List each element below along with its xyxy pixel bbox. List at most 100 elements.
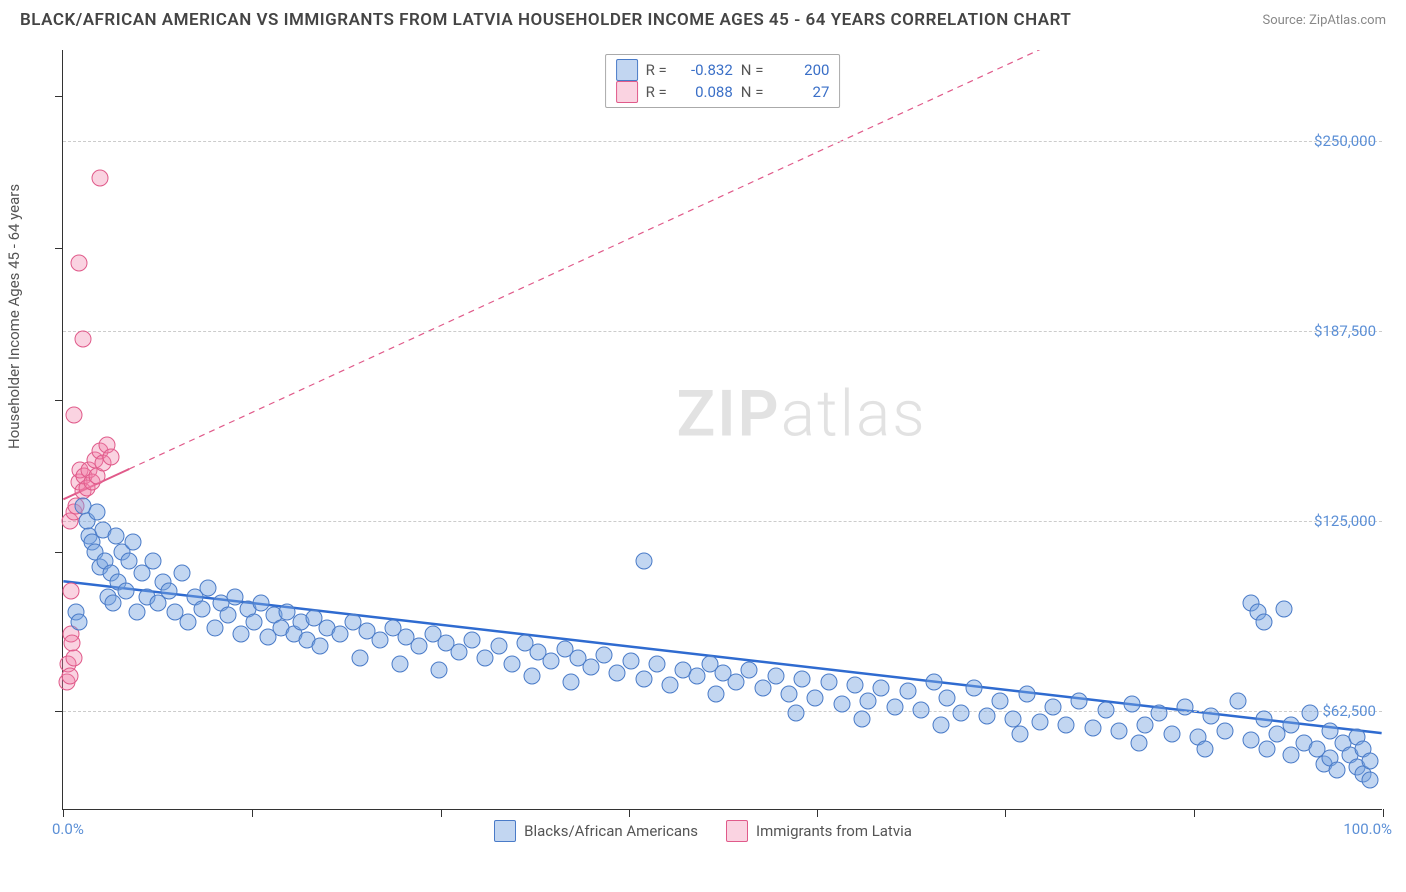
- data-point-blue: [886, 698, 903, 715]
- data-point-blue: [754, 680, 771, 697]
- data-point-blue: [899, 683, 916, 700]
- y-tick: [55, 96, 63, 97]
- data-point-blue: [853, 710, 870, 727]
- data-point-blue: [833, 695, 850, 712]
- n-label: N =: [741, 83, 764, 101]
- swatch-blue: [616, 59, 638, 81]
- gridline: [63, 331, 1382, 332]
- scatter-chart: R = -0.832 N = 200 R = 0.088 N = 27 ZIPa…: [62, 50, 1382, 810]
- data-point-blue: [118, 583, 135, 600]
- y-tick: [55, 711, 63, 712]
- x-tick: [441, 809, 442, 817]
- data-point-pink: [62, 583, 79, 600]
- n-value-pink: 27: [771, 83, 829, 101]
- data-point-blue: [431, 662, 448, 679]
- y-tick: [55, 552, 63, 553]
- data-point-blue: [477, 650, 494, 667]
- data-point-blue: [992, 692, 1009, 709]
- data-point-blue: [1018, 686, 1035, 703]
- data-point-blue: [583, 659, 600, 676]
- data-point-blue: [1124, 695, 1141, 712]
- x-tick: [63, 809, 64, 817]
- data-point-blue: [847, 677, 864, 694]
- x-tick: [1194, 809, 1195, 817]
- data-point-blue: [807, 689, 824, 706]
- chart-title: BLACK/AFRICAN AMERICAN VS IMMIGRANTS FRO…: [20, 10, 1071, 30]
- data-point-blue: [464, 631, 481, 648]
- data-point-blue: [1084, 719, 1101, 736]
- data-point-blue: [1243, 732, 1260, 749]
- data-point-blue: [635, 671, 652, 688]
- data-point-blue: [635, 552, 652, 569]
- data-point-blue: [411, 637, 428, 654]
- data-point-blue: [206, 619, 223, 636]
- n-value-blue: 200: [771, 61, 829, 79]
- data-point-blue: [1196, 741, 1213, 758]
- data-point-blue: [200, 580, 217, 597]
- data-point-blue: [1361, 753, 1378, 770]
- data-point-blue: [609, 665, 626, 682]
- legend-row-pink: R = 0.088 N = 27: [616, 81, 830, 103]
- data-point-blue: [1282, 747, 1299, 764]
- data-point-blue: [820, 674, 837, 691]
- data-point-blue: [352, 650, 369, 667]
- legend-item-pink: Immigrants from Latvia: [726, 820, 912, 842]
- x-tick: [1005, 809, 1006, 817]
- data-point-blue: [979, 707, 996, 724]
- data-point-blue: [649, 656, 666, 673]
- data-point-blue: [233, 625, 250, 642]
- data-point-blue: [246, 613, 263, 630]
- data-point-blue: [781, 686, 798, 703]
- data-point-pink: [102, 449, 119, 466]
- data-point-blue: [124, 534, 141, 551]
- y-grid-label: $187,500: [1314, 322, 1376, 340]
- data-point-blue: [688, 668, 705, 685]
- data-point-blue: [1045, 698, 1062, 715]
- data-point-blue: [1150, 704, 1167, 721]
- data-point-blue: [563, 674, 580, 691]
- swatch-pink: [726, 820, 748, 842]
- data-point-blue: [180, 613, 197, 630]
- data-point-blue: [860, 692, 877, 709]
- legend-item-blue: Blacks/African Americans: [494, 820, 698, 842]
- data-point-blue: [787, 704, 804, 721]
- data-point-pink: [74, 330, 91, 347]
- data-point-blue: [332, 625, 349, 642]
- data-point-blue: [543, 653, 560, 670]
- data-point-blue: [1071, 692, 1088, 709]
- y-axis-title: Householder Income Ages 45 - 64 years: [5, 184, 23, 449]
- data-point-blue: [1258, 741, 1275, 758]
- data-point-blue: [1361, 771, 1378, 788]
- data-point-blue: [503, 656, 520, 673]
- gridline: [63, 521, 1382, 522]
- data-point-blue: [1031, 713, 1048, 730]
- data-point-blue: [873, 680, 890, 697]
- data-point-blue: [794, 671, 811, 688]
- r-label: R =: [646, 83, 667, 101]
- swatch-pink: [616, 81, 638, 103]
- x-tick: [1383, 809, 1384, 817]
- gridline: [63, 141, 1382, 142]
- x-tick: [629, 809, 630, 817]
- data-point-blue: [728, 674, 745, 691]
- data-point-blue: [128, 604, 145, 621]
- data-point-pink: [65, 650, 82, 667]
- correlation-legend: R = -0.832 N = 200 R = 0.088 N = 27: [605, 54, 841, 108]
- data-point-blue: [1203, 707, 1220, 724]
- data-point-pink: [61, 668, 78, 685]
- data-point-blue: [596, 646, 613, 663]
- data-point-blue: [193, 601, 210, 618]
- data-point-blue: [1229, 692, 1246, 709]
- legend-label-pink: Immigrants from Latvia: [756, 822, 912, 840]
- data-point-blue: [523, 668, 540, 685]
- data-point-blue: [708, 686, 725, 703]
- data-point-blue: [490, 637, 507, 654]
- data-point-blue: [622, 653, 639, 670]
- data-point-blue: [312, 637, 329, 654]
- watermark: ZIPatlas: [677, 377, 927, 452]
- data-point-blue: [932, 716, 949, 733]
- data-point-blue: [913, 701, 930, 718]
- data-point-blue: [105, 595, 122, 612]
- data-point-blue: [70, 613, 87, 630]
- data-point-pink: [65, 406, 82, 423]
